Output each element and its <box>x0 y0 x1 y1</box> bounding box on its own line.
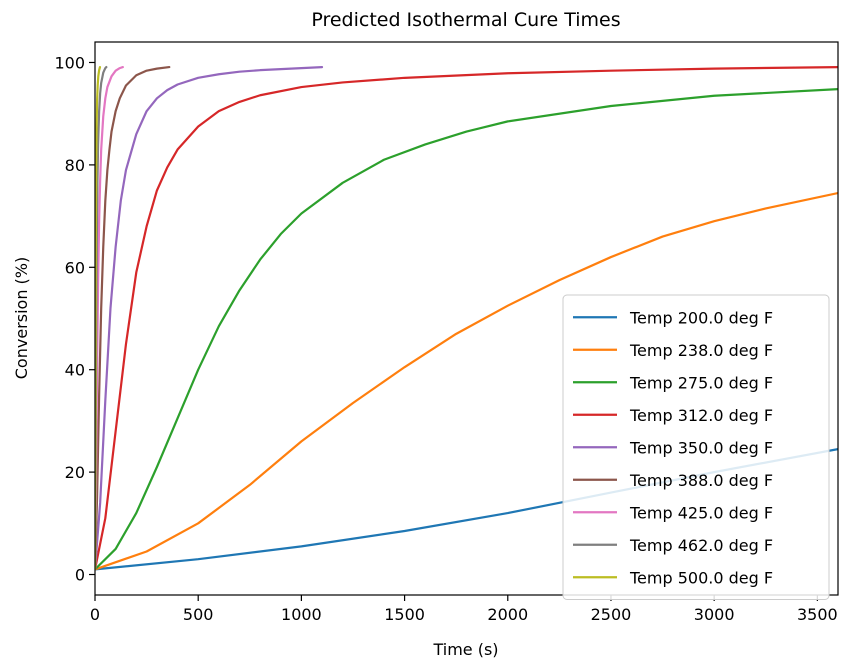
y-tick-label: 0 <box>75 566 85 585</box>
x-tick-label: 3000 <box>694 605 735 624</box>
legend-label-3: Temp 275.0 deg F <box>629 373 773 392</box>
x-tick-label: 0 <box>90 605 100 624</box>
legend-label-8: Temp 462.0 deg F <box>629 536 773 555</box>
x-tick-label: 2500 <box>591 605 632 624</box>
series-line-5 <box>95 65 324 571</box>
series-line-4 <box>95 65 838 571</box>
legend-label-7: Temp 425.0 deg F <box>629 503 773 522</box>
y-tick-label: 60 <box>65 258 85 277</box>
legend-label-2: Temp 238.0 deg F <box>629 341 773 360</box>
legend-label-4: Temp 312.0 deg F <box>629 406 773 425</box>
x-tick-label: 3500 <box>797 605 838 624</box>
series-line-3 <box>95 88 838 571</box>
x-axis-title: Time (s) <box>432 640 498 659</box>
y-tick-label: 40 <box>65 361 85 380</box>
legend: Temp 200.0 deg F Temp 238.0 deg F Temp 275… <box>562 294 830 600</box>
x-tick-label: 2000 <box>487 605 528 624</box>
y-tick-label: 80 <box>65 156 85 175</box>
chart-title: Predicted Isothermal Cure Times <box>311 9 620 31</box>
y-tick-label: 100 <box>54 53 85 72</box>
y-tick-label: 20 <box>65 463 85 482</box>
x-tick-label: 1000 <box>281 605 322 624</box>
x-tick-label: 1500 <box>384 605 425 624</box>
legend-label-1: Temp 200.0 deg F <box>629 308 773 327</box>
series-line-2 <box>95 191 838 571</box>
x-tick-label: 500 <box>183 605 214 624</box>
series-line-6 <box>95 65 171 571</box>
series-line-7 <box>95 65 124 571</box>
legend-label-6: Temp 388.0 deg F <box>629 471 773 490</box>
legend-label-5: Temp 350.0 deg F <box>629 438 773 457</box>
legend-label-9: Temp 500.0 deg F <box>629 568 773 587</box>
legend-box <box>562 294 830 600</box>
plot-frame <box>94 41 839 596</box>
y-axis-title: Conversion (%) <box>12 257 31 379</box>
axes-layer: 0 500 1000 1500 2000 2500 3000 3500 0 20 40 60 80 100 <box>54 41 839 624</box>
